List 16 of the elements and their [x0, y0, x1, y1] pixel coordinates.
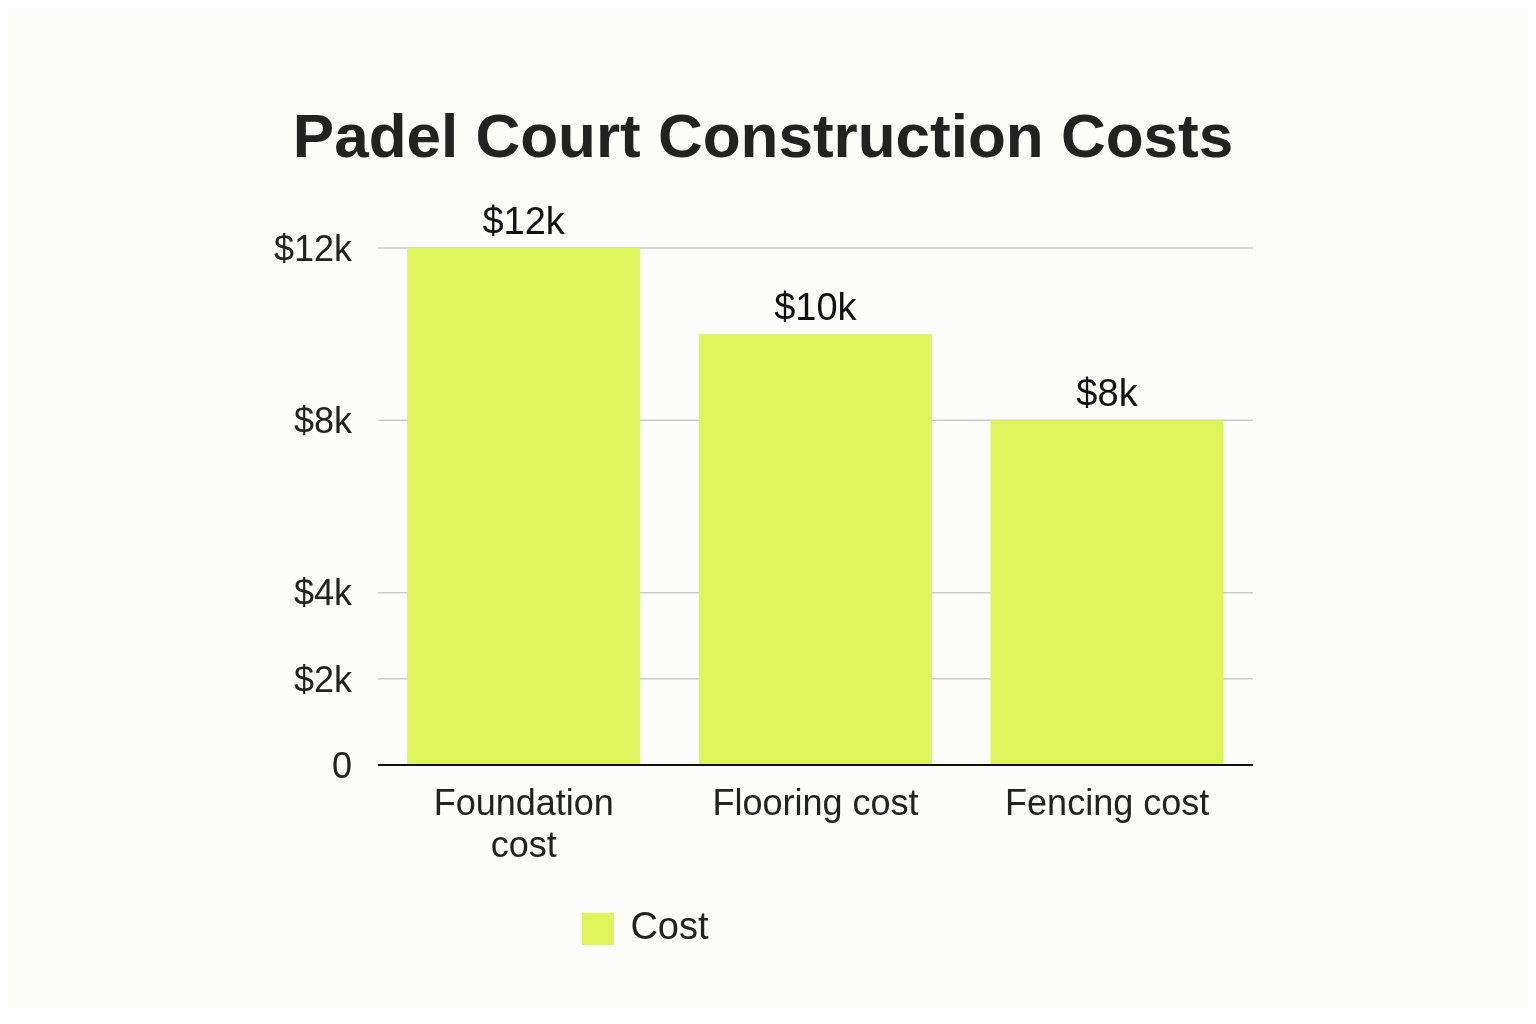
y-tick-label: $8k — [293, 400, 353, 442]
bar — [698, 334, 932, 765]
y-tick-label: $4k — [293, 572, 353, 614]
y-tick-label: $12k — [273, 227, 353, 269]
y-tick-label: $2k — [293, 658, 353, 700]
bar — [990, 420, 1224, 765]
data-label: $8k — [1076, 372, 1139, 415]
chart-title: Padel Court Construction Costs — [291, 100, 1235, 171]
data-label: $12k — [482, 200, 566, 242]
x-tick-label: Foundation cost — [433, 782, 614, 865]
y-tick-label: 0 — [331, 744, 352, 786]
bar — [407, 248, 641, 765]
legend-label: Cost — [630, 905, 709, 947]
x-tick-label: Flooring cost — [712, 782, 919, 823]
data-label: $10k — [774, 286, 858, 329]
x-tick-label: Fencing cost — [1005, 782, 1210, 823]
